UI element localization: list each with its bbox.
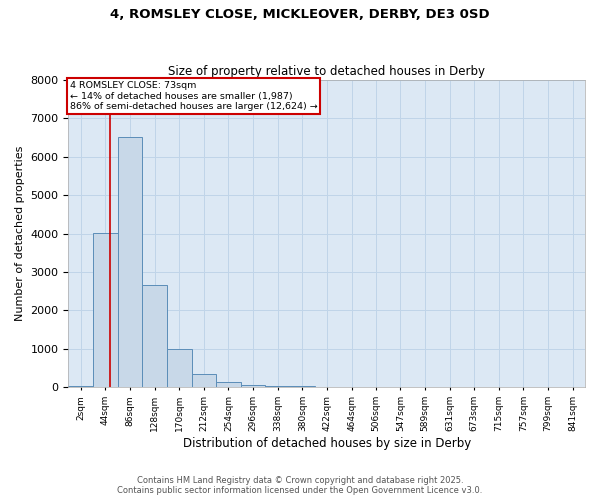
Bar: [265, 386, 290, 388]
Bar: [68, 386, 93, 388]
Bar: [93, 233, 118, 388]
Bar: [142, 286, 167, 388]
Bar: [290, 386, 314, 388]
X-axis label: Distribution of detached houses by size in Derby: Distribution of detached houses by size …: [182, 437, 471, 450]
Bar: [118, 136, 142, 388]
Y-axis label: Number of detached properties: Number of detached properties: [15, 146, 25, 321]
Text: 4, ROMSLEY CLOSE, MICKLEOVER, DERBY, DE3 0SD: 4, ROMSLEY CLOSE, MICKLEOVER, DERBY, DE3…: [110, 8, 490, 20]
Bar: [191, 374, 216, 388]
Bar: [167, 349, 191, 388]
Bar: [241, 385, 265, 388]
Title: Size of property relative to detached houses in Derby: Size of property relative to detached ho…: [168, 66, 485, 78]
Bar: [216, 382, 241, 388]
Text: 4 ROMSLEY CLOSE: 73sqm
← 14% of detached houses are smaller (1,987)
86% of semi-: 4 ROMSLEY CLOSE: 73sqm ← 14% of detached…: [70, 81, 317, 111]
Text: Contains HM Land Registry data © Crown copyright and database right 2025.
Contai: Contains HM Land Registry data © Crown c…: [118, 476, 482, 495]
